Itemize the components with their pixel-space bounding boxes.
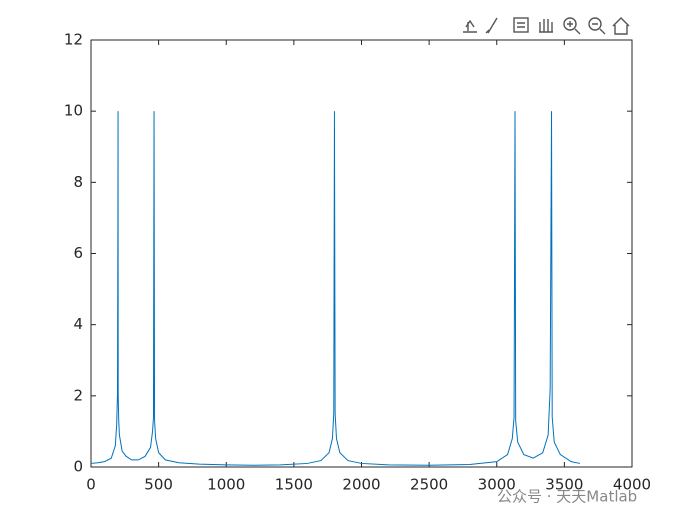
y-tick-label: 12 (64, 31, 83, 49)
x-tick-label: 1500 (275, 476, 313, 494)
toolbar-zoom-out[interactable] (588, 17, 606, 35)
toolbar-home[interactable] (612, 17, 630, 35)
toolbar (463, 17, 630, 35)
x-tick-label: 4000 (613, 476, 651, 494)
y-tick-label: 8 (73, 173, 83, 191)
x-tick-label: 2000 (342, 476, 380, 494)
x-tick-label: 0 (86, 476, 96, 494)
y-tick-label: 6 (73, 244, 83, 262)
toolbar-brush[interactable] (485, 17, 498, 34)
toolbar-export[interactable] (463, 19, 477, 33)
x-tick-label: 2500 (410, 476, 448, 494)
x-tick-label: 3500 (545, 476, 583, 494)
axes-box (90, 39, 633, 468)
toolbar-datatip[interactable] (513, 17, 529, 33)
x-tick-label: 500 (144, 476, 173, 494)
y-tick-label: 10 (64, 102, 83, 120)
toolbar-pan[interactable] (539, 19, 553, 33)
toolbar-zoom-in[interactable] (563, 17, 581, 35)
y-tick-label: 0 (73, 458, 83, 476)
y-tick-label: 2 (73, 386, 83, 404)
watermark: 公众号 · 天天Matlab (497, 488, 637, 506)
x-tick-label: 1000 (207, 476, 245, 494)
y-tick-label: 4 (73, 315, 83, 333)
x-tick-label: 3000 (478, 476, 516, 494)
spectrum-line (90, 111, 581, 466)
